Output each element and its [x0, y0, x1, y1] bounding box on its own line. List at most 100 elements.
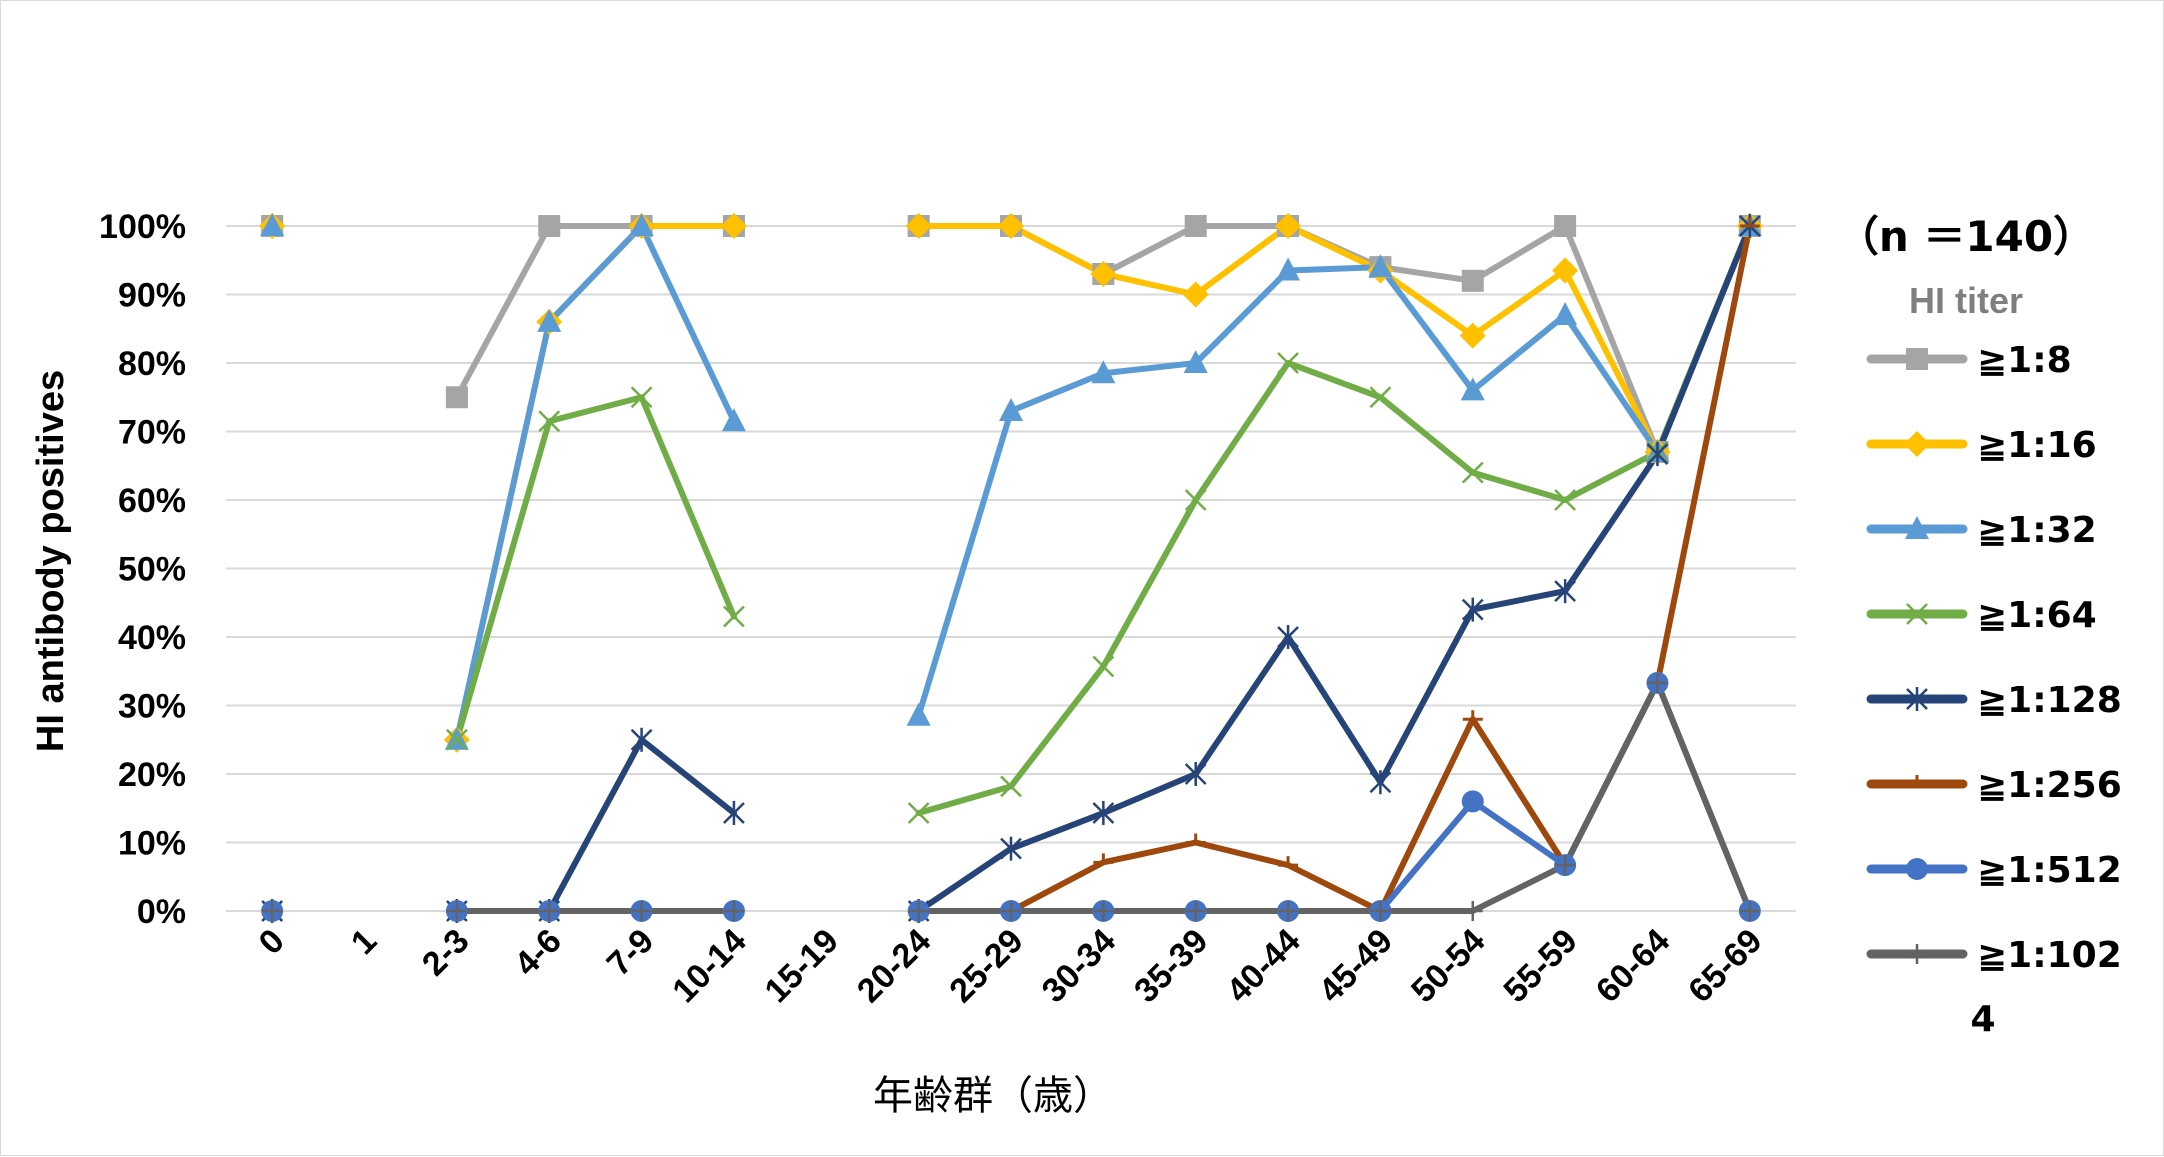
series-1-128-point-50-54	[1461, 597, 1484, 622]
legend-item-1-32: ≧1:32	[1866, 510, 2097, 551]
series-1-128-point-25-29	[1000, 836, 1022, 861]
y-tick-80: 80%	[118, 345, 186, 383]
series-1-8-point-35-39	[1184, 215, 1207, 237]
legend-sample-size: （n ＝140）	[1837, 212, 2095, 261]
series-1-32-line-2	[453, 223, 737, 743]
series-1-16-point-30-34	[1090, 260, 1117, 287]
series-1-256-points	[262, 217, 1760, 913]
legend-item-1-16-marker	[1904, 431, 1930, 457]
y-tick-10: 10%	[118, 825, 186, 863]
x-tick-20-24: 20-24	[850, 922, 938, 1010]
x-tick-25-29: 25-29	[942, 922, 1030, 1010]
series-1-32-point-40-44	[1276, 257, 1301, 281]
series-1-128-point-7-9	[630, 727, 653, 752]
series-1-64-point-2-3	[445, 728, 468, 751]
series-1-8-point-2-3	[445, 386, 468, 409]
series-markers	[259, 213, 1763, 923]
series-1-128-point-45-49	[1369, 770, 1392, 795]
series-1-64-point-4-6	[538, 410, 561, 433]
y-tick-0: 0%	[137, 893, 186, 931]
series-1-8-point-4-6	[538, 215, 561, 237]
y-tick-100: 100%	[99, 208, 186, 246]
y-axis-title: HI antibody positives	[30, 370, 72, 752]
legend-item-1-64: ≧1:64	[1866, 595, 2097, 636]
series-1-256-point-30-34	[1093, 853, 1114, 864]
series-1-1024-point-2-3	[446, 901, 467, 921]
series-1-32-point-45-49	[1368, 254, 1393, 278]
series-1-8-point-50-54	[1461, 269, 1484, 292]
x-tick-2-3: 2-3	[415, 922, 477, 984]
series-1-1024	[453, 679, 1753, 914]
series-1-64-point-50-54	[1461, 461, 1484, 484]
legend-item-1-64-marker	[1906, 603, 1928, 625]
series-1-1024-point-35-39	[1185, 901, 1206, 921]
series-1-128-point-10-14	[723, 801, 745, 826]
series-1-1024-point-55-59	[1555, 855, 1576, 876]
x-tick-10-14: 10-14	[665, 922, 753, 1010]
series-1-32-point-25-29	[999, 397, 1023, 421]
series-1-32-point-7-9	[629, 213, 654, 236]
series-1-512-point-50-54	[1461, 790, 1484, 813]
legend-item-1-8-marker	[1906, 348, 1928, 370]
series-1-1024-line-3	[915, 679, 1753, 914]
legend-item-1-512-label: ≧1:512	[1977, 850, 2122, 891]
legend-item-1-8-label: ≧1:8	[1977, 340, 2072, 381]
series-1-64-point-7-9	[630, 386, 653, 409]
series-1-1024-point-25-29	[1001, 901, 1021, 921]
series-1-128-line-2	[453, 736, 737, 914]
x-tick-7-9: 7-9	[600, 922, 662, 984]
x-tick-15-19: 15-19	[758, 922, 846, 1010]
y-tick-40: 40%	[118, 619, 186, 657]
series-1-32-point-0	[260, 213, 285, 236]
legend-item-1-1024: ≧1:102 4	[1866, 935, 2122, 1040]
legend-item-1-16-label: ≧1:16	[1977, 425, 2097, 466]
legend: （n ＝140） HI titer ≧1:8 ≧1:16 ≧1:32 ≧1:64 ≧1:…	[1837, 212, 2122, 1040]
legend-item-1-256-label: ≧1:256	[1977, 765, 2122, 806]
series-1-64-point-20-24	[907, 802, 930, 824]
x-tick-60-64: 60-64	[1589, 922, 1677, 1010]
series-1-1024-point-0	[262, 901, 283, 921]
series-1-1024-point-10-14	[723, 901, 744, 921]
x-tick-4-6: 4-6	[507, 922, 569, 984]
gridlines	[226, 225, 1796, 912]
legend-item-1-8: ≧1:8	[1866, 340, 2072, 381]
series-1-512-line-3	[915, 679, 1753, 914]
x-tick-0: 0	[252, 922, 292, 962]
x-tick-50-54: 50-54	[1404, 922, 1492, 1010]
series-1-8-line-2	[453, 223, 737, 401]
series-1-16-point-50-54	[1459, 322, 1486, 349]
legend-item-1-32-marker	[1905, 516, 1929, 539]
series-1-64-point-30-34	[1092, 655, 1115, 678]
series-1-1024-point-45-49	[1370, 901, 1391, 921]
series-1-16-point-55-59	[1552, 257, 1579, 284]
legend-item-1-1024-marker	[1907, 944, 1927, 964]
series-1-64-point-35-39	[1184, 489, 1207, 511]
legend-item-1-256: ≧1:256	[1866, 765, 2122, 806]
series-1-512	[453, 679, 1753, 914]
legend-item-1-128: ≧1:128	[1866, 680, 2122, 721]
series-1-64-line-2	[453, 394, 737, 743]
series-1-64-point-55-59	[1554, 489, 1577, 511]
legend-title: HI titer	[1909, 280, 2023, 321]
series-1-1024-point-65-69	[1739, 901, 1760, 921]
series-1-8-line-3	[915, 223, 1753, 456]
series-1-32-point-4-6	[537, 308, 562, 332]
series-1-256-point-40-44	[1278, 856, 1299, 867]
series-1-32-point-30-34	[1091, 360, 1116, 384]
series-1-256-point-50-54	[1462, 710, 1483, 721]
legend-item-1-512-marker	[1906, 858, 1928, 880]
series-1-256-point-65-69	[1739, 217, 1760, 228]
series-1-1024-point-60-64	[1647, 672, 1668, 693]
series-1-128-point-30-34	[1092, 801, 1115, 826]
series-1-64	[453, 223, 1753, 817]
series-1-32-point-10-14	[721, 408, 746, 432]
y-tick-50: 50%	[118, 551, 186, 589]
legend-item-1-16: ≧1:16	[1866, 425, 2097, 466]
series-1-64-point-10-14	[723, 605, 745, 628]
series-1-16-point-40-44	[1275, 213, 1302, 239]
y-tick-20: 20%	[118, 756, 186, 794]
series-1-8-point-55-59	[1554, 215, 1577, 237]
x-tick-labels: 0 1 2-3 4-6 7-9 10-14 15-19 20-24 25-29 30-34 35-3…	[252, 922, 1770, 1010]
